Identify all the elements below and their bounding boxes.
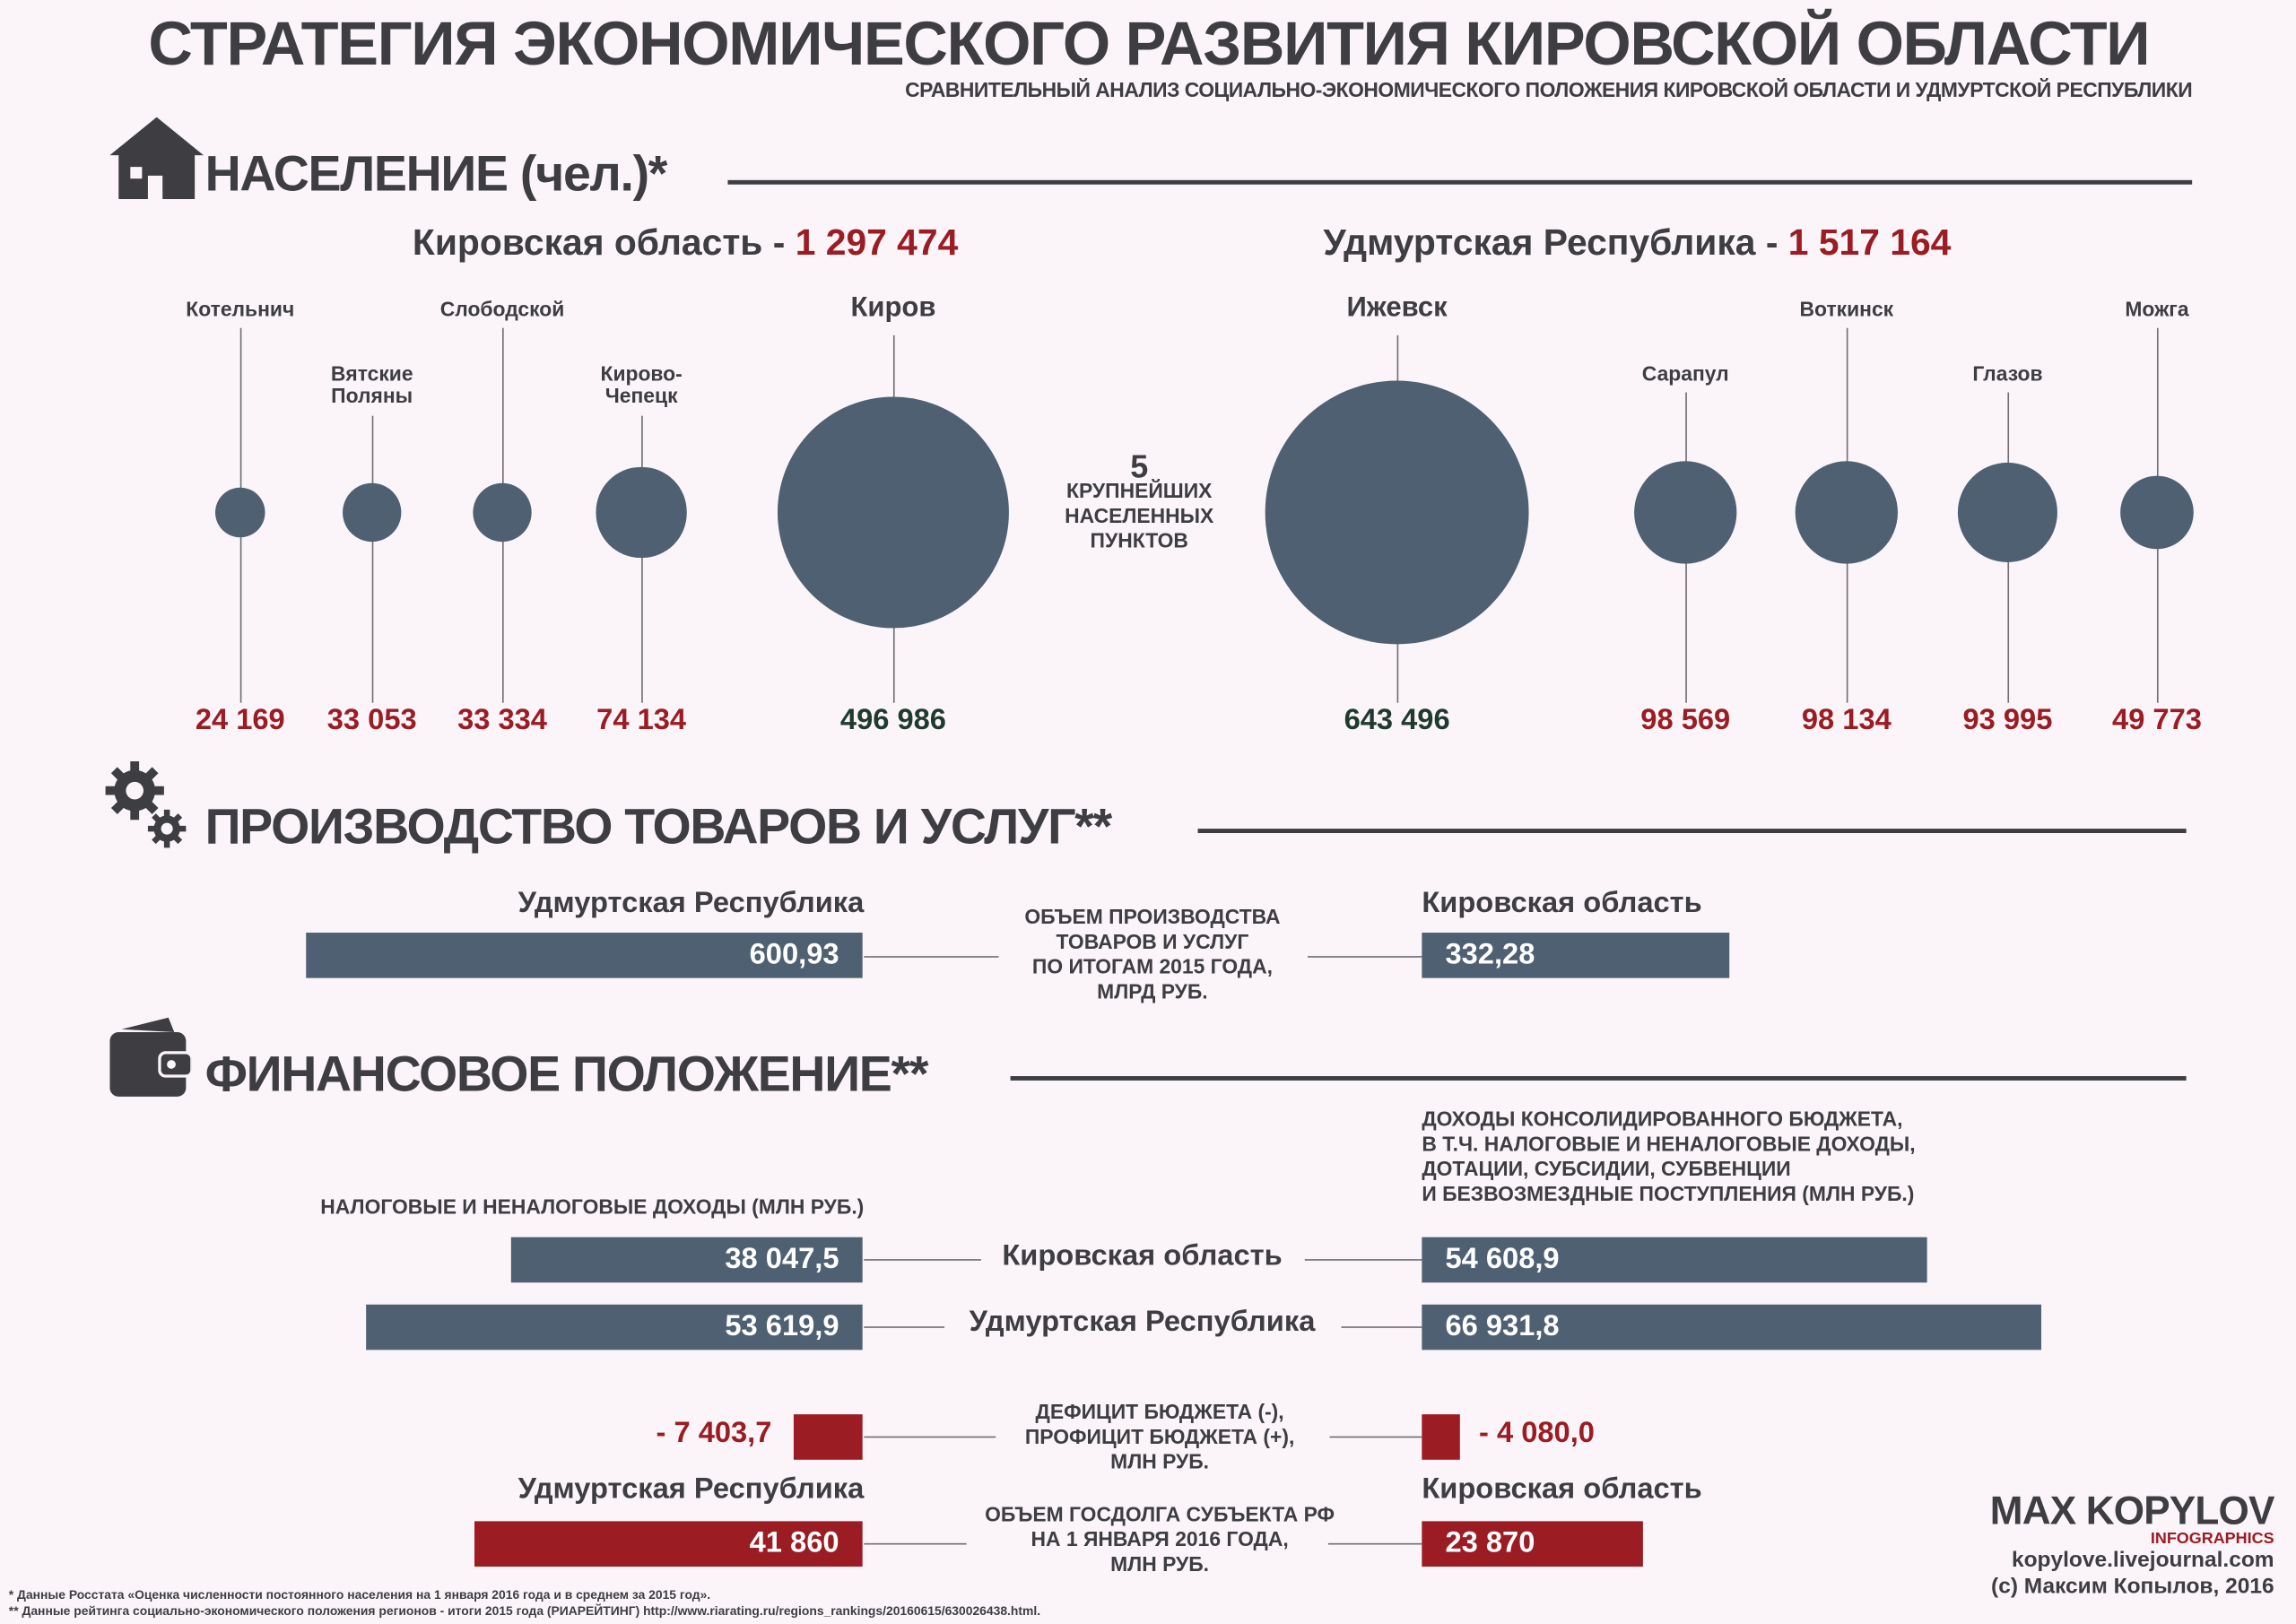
count: 5 [1130, 447, 1149, 485]
population-circle [2120, 475, 2194, 550]
city-population: 98 134 [1801, 704, 1892, 737]
city-name: Ижевск [1346, 292, 1448, 324]
count-caption: КРУПНЕЙШИХ НАСЕЛЕННЫХ ПУНКТОВ [1065, 478, 1214, 552]
author-site-link[interactable]: kopylove.livejournal.com [2011, 1547, 2274, 1573]
gears-icon [105, 761, 187, 848]
house-icon [109, 117, 204, 200]
region-population: 1 297 474 [795, 222, 959, 264]
budget-revenue-udm-bar: 66 931,8 [1422, 1304, 2041, 1350]
page-subtitle: СРАВНИТЕЛЬНЫЙ АНАЛИЗ СОЦИАЛЬНО-ЭКОНОМИЧЕ… [905, 77, 2193, 101]
connector-line [1341, 1326, 1422, 1328]
city-population: 33 334 [457, 704, 547, 737]
connector-line [864, 1542, 967, 1545]
tax-revenue-title: НАЛОГОВЫЕ И НЕНАЛОГОВЫЕ ДОХОДЫ (МЛН РУБ.… [320, 1194, 865, 1219]
section-divider [727, 179, 2193, 185]
population-circle [472, 482, 533, 543]
region-name: Кировская область - [412, 222, 796, 264]
production-kirov-bar: 332,28 [1422, 933, 1730, 978]
largest-settlements-label: 5 КРУПНЕЙШИХ НАСЕЛЕННЫХ ПУНКТОВ [1025, 447, 1254, 553]
city-name: Воткинск [1799, 297, 1894, 321]
wallet-icon [109, 1017, 192, 1097]
city-population: 496 986 [839, 704, 946, 737]
section-finance-heading: ФИНАНСОВОЕ ПОЛОЖЕНИЕ** [204, 1046, 929, 1103]
debt-left-region: Удмуртская Республика [517, 1472, 865, 1506]
region-population: 1 517 164 [1787, 222, 1952, 264]
production-udm-bar: 600,93 [306, 933, 863, 978]
population-circle [342, 482, 403, 543]
author-logo: MAX KOPYLOV INFOGRAPHICS kopylove.livejo… [1989, 1489, 2275, 1600]
connector-line [1304, 1259, 1422, 1261]
city-name: Котельнич [186, 297, 295, 321]
connector-line [864, 1259, 981, 1261]
logo-name: MAX KOPYLOV [1989, 1489, 2275, 1533]
section-production-heading: ПРОИЗВОДСТВО ТОВАРОВ И УСЛУГ** [204, 799, 1113, 855]
connector-line [1327, 1542, 1422, 1545]
budget-revenue-title: ДОХОДЫ КОНСОЛИДИРОВАННОГО БЮДЖЕТА, В Т.Ч… [1422, 1107, 1916, 1205]
budget-revenue-kirov-bar: 54 608,9 [1422, 1237, 1927, 1283]
city-population: 98 569 [1640, 704, 1731, 737]
connector-line [1329, 1436, 1422, 1438]
tax-revenue-kirov-bar: 38 047,5 [510, 1237, 863, 1283]
production-right-region: Кировская область [1422, 887, 1702, 920]
page-title: СТРАТЕГИЯ ЭКОНОМИЧЕСКОГО РАЗВИТИЯ КИРОВС… [148, 8, 2150, 78]
city-name: Можга [2125, 297, 2189, 321]
connector-line [864, 956, 999, 958]
connector-line [864, 1326, 945, 1328]
deficit-caption: ДЕФИЦИТ БЮДЖЕТА (-), ПРОФИЦИТ БЮДЖЕТА (+… [1024, 1399, 1295, 1473]
copyright: (c) Максим Копылов, 2016 [1991, 1574, 2274, 1599]
city-name: Сарапул [1641, 361, 1729, 386]
tax-revenue-udm-bar: 53 619,9 [366, 1304, 863, 1350]
section-divider [1010, 1076, 2187, 1081]
population-circle [1957, 462, 2058, 563]
city-name: Киров [850, 292, 936, 324]
debt-right-region: Кировская область [1422, 1472, 1702, 1506]
udm-region-population: Удмуртская Республика - 1 517 164 [1323, 222, 1951, 265]
debt-kirov-bar: 23 870 [1422, 1521, 1643, 1567]
city-population: 93 995 [1962, 704, 2053, 737]
city-name: Слободской [439, 297, 565, 321]
city-population: 643 496 [1344, 704, 1450, 737]
city-population: 74 134 [596, 704, 687, 737]
kirov-region-population: Кировская область - 1 297 474 [413, 222, 958, 265]
footnote-2: ** Данные рейтинга социально-экономическ… [8, 1602, 1041, 1619]
population-circle [1265, 380, 1529, 645]
deficit-udm-bar [794, 1414, 863, 1460]
population-circle [1633, 460, 1737, 564]
debt-caption: ОБЪЕМ ГОСДОЛГА СУБЪЕКТА РФ НА 1 ЯНВАРЯ 2… [985, 1502, 1335, 1576]
city-population: 33 053 [326, 704, 417, 737]
city-name: Вятские Поляны [330, 361, 413, 407]
population-circle [777, 396, 1010, 629]
region-name: Удмуртская Республика - [1323, 222, 1788, 264]
city-population: 49 773 [2112, 704, 2202, 737]
production-left-region: Удмуртская Республика [517, 887, 865, 920]
row-region-kirov: Кировская область [1002, 1239, 1283, 1272]
connector-line [1308, 956, 1422, 958]
city-name: Глазов [1972, 361, 2043, 386]
deficit-udm-value: - 7 403,7 [656, 1417, 772, 1450]
population-circle [214, 486, 266, 538]
population-circle [596, 467, 686, 558]
section-divider [1197, 829, 2187, 834]
leader-line [370, 415, 373, 703]
logo-sub: INFOGRAPHICS [2150, 1530, 2274, 1548]
deficit-kirov-bar [1422, 1414, 1460, 1460]
city-population: 24 169 [195, 704, 285, 737]
city-name: Кирово- Чепецк [600, 361, 683, 407]
leader-line [640, 415, 642, 703]
population-circle [1795, 461, 1899, 564]
debt-udm-bar: 41 860 [474, 1521, 863, 1567]
section-population-heading: НАСЕЛЕНИЕ (чел.)* [204, 146, 668, 203]
footnote-1: * Данные Росстата «Оценка численности по… [8, 1586, 711, 1602]
connector-line [864, 1436, 996, 1438]
deficit-kirov-value: - 4 080,0 [1479, 1417, 1595, 1450]
row-region-udm: Удмуртская Республика [969, 1306, 1316, 1339]
production-caption: ОБЪЕМ ПРОИЗВОДСТВА ТОВАРОВ И УСЛУГ ПО ИТ… [1024, 905, 1281, 1003]
